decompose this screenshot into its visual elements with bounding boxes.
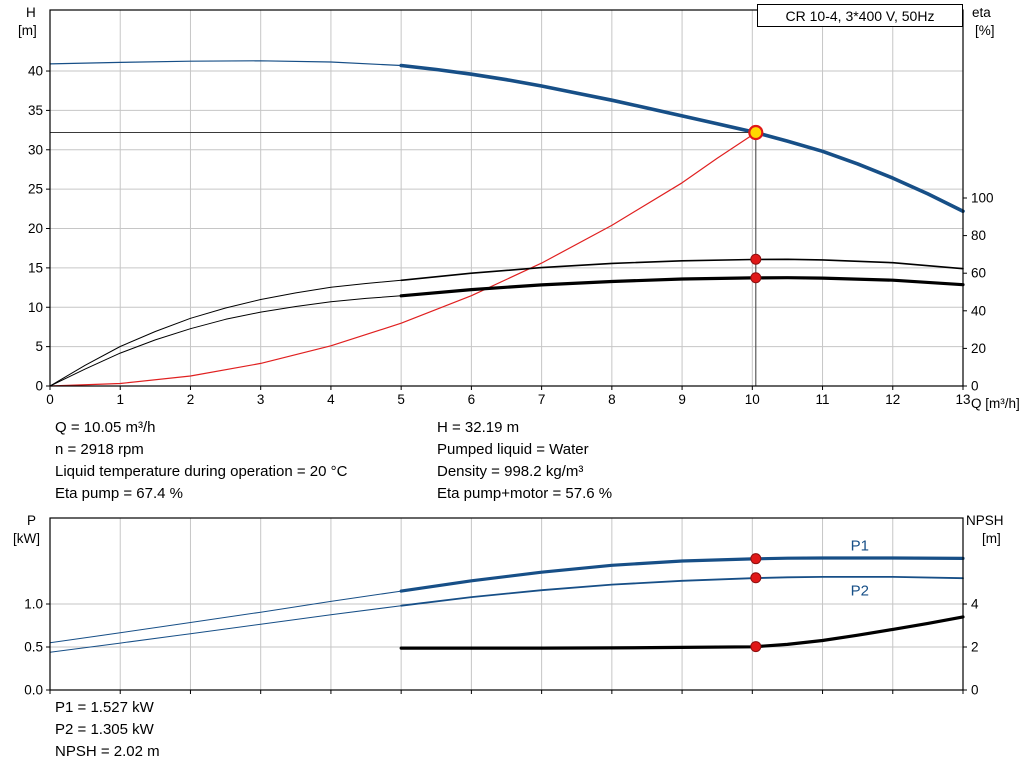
curve-point-marker <box>750 253 762 265</box>
q-axis-title: Q [m³/h] <box>971 396 1020 411</box>
y-left-tick-label: 10 <box>28 300 43 315</box>
x-tick-label: 7 <box>538 392 546 407</box>
x-tick-label: 9 <box>678 392 686 407</box>
info-npsh: NPSH = 2.02 m <box>55 743 160 760</box>
info-eta-pump-motor: Eta pump+motor = 57.6 % <box>437 485 613 502</box>
y-left-tick-label: 35 <box>28 103 43 118</box>
y-right-tick-label: 20 <box>971 341 986 356</box>
p1-low-flow <box>49 590 402 644</box>
p2-low-flow <box>49 605 402 653</box>
y-right-tick-label: 80 <box>971 228 986 243</box>
pump-model-title-box: CR 10-4, 3*400 V, 50Hz <box>757 4 963 27</box>
h-axis-title: H <box>26 5 36 20</box>
series-label-p1: P1 <box>851 538 869 555</box>
y-left-tick-label: 30 <box>28 142 43 157</box>
eta-axis-title: eta <box>972 5 991 20</box>
p-axis-title: P <box>27 513 37 528</box>
x-tick-label: 13 <box>955 392 970 407</box>
y-right-tick-label: 60 <box>971 266 986 281</box>
x-tick-label: 5 <box>397 392 405 407</box>
x-tick-label: 1 <box>116 392 124 407</box>
y-right-tick-label: 2 <box>971 640 979 655</box>
x-tick-label: 12 <box>885 392 900 407</box>
info-eta-pump: Eta pump = 67.4 % <box>55 485 183 502</box>
plot-border <box>49 9 964 387</box>
y-left-tick-label: 0 <box>35 379 43 394</box>
power-info-column: P1 = 1.527 kW P2 = 1.305 kW NPSH = 2.02 … <box>55 697 160 763</box>
x-tick-label: 0 <box>46 392 54 407</box>
p1-curve <box>399 556 965 593</box>
plot-border <box>49 517 964 691</box>
curve-point-marker <box>750 553 762 565</box>
duty-point-marker <box>748 124 764 141</box>
info-temperature: Liquid temperature during operation = 20… <box>55 463 348 480</box>
eta-pump-motor-curve <box>399 276 965 298</box>
info-p2: P2 = 1.305 kW <box>55 721 154 738</box>
x-tick-label: 4 <box>327 392 335 407</box>
info-density: Density = 998.2 kg/m³ <box>437 463 584 480</box>
eta-pump-curve <box>400 258 964 282</box>
curve-point-marker <box>750 641 762 653</box>
npsh-axis-unit: [m] <box>982 531 1001 546</box>
curve-point-marker <box>750 272 762 284</box>
eta-axis-unit: [%] <box>975 23 995 38</box>
x-tick-label: 8 <box>608 392 616 407</box>
y-left-tick-label: 1.0 <box>24 597 43 612</box>
y-left-tick-label: 0.5 <box>24 640 43 655</box>
series-label-p2: P2 <box>851 582 869 599</box>
x-tick-label: 10 <box>745 392 760 407</box>
curve-point-marker <box>750 572 762 584</box>
x-tick-label: 2 <box>187 392 195 407</box>
eta-pump-low-flow <box>49 279 402 387</box>
info-flow: Q = 10.05 m³/h <box>55 419 156 436</box>
y-right-tick-label: 40 <box>971 303 986 318</box>
y-left-tick-label: 15 <box>28 260 43 275</box>
y-right-tick-label: 0 <box>971 379 979 394</box>
h-axis-unit: [m] <box>18 23 37 38</box>
y-left-tick-label: 40 <box>28 64 43 79</box>
y-right-tick-label: 0 <box>971 683 979 698</box>
duty-info-left-column: Q = 10.05 m³/h n = 2918 rpm Liquid tempe… <box>55 417 347 505</box>
pump-curve-low-flow <box>49 60 402 67</box>
y-left-tick-label: 5 <box>35 339 43 354</box>
info-p1: P1 = 1.527 kW <box>55 699 154 716</box>
y-left-tick-label: 25 <box>28 182 43 197</box>
y-left-tick-label: 0.0 <box>24 683 43 698</box>
duty-info-right-column: H = 32.19 m Pumped liquid = Water Densit… <box>437 417 612 505</box>
y-left-tick-label: 20 <box>28 221 43 236</box>
p-axis-unit: [kW] <box>13 531 40 546</box>
npsh-axis-title: NPSH <box>966 513 1004 528</box>
eta-pump-motor-low-flow <box>49 295 402 387</box>
y-right-tick-label: 100 <box>971 191 994 206</box>
x-tick-label: 3 <box>257 392 265 407</box>
x-tick-label: 6 <box>468 392 476 407</box>
info-speed: n = 2918 rpm <box>55 441 144 458</box>
x-tick-label: 11 <box>816 392 830 407</box>
info-liquid: Pumped liquid = Water <box>437 441 589 458</box>
affinity-parabola <box>49 131 757 387</box>
y-right-tick-label: 4 <box>971 597 979 612</box>
pump-curve <box>399 63 965 213</box>
p2-curve <box>400 576 964 607</box>
info-head: H = 32.19 m <box>437 419 520 436</box>
